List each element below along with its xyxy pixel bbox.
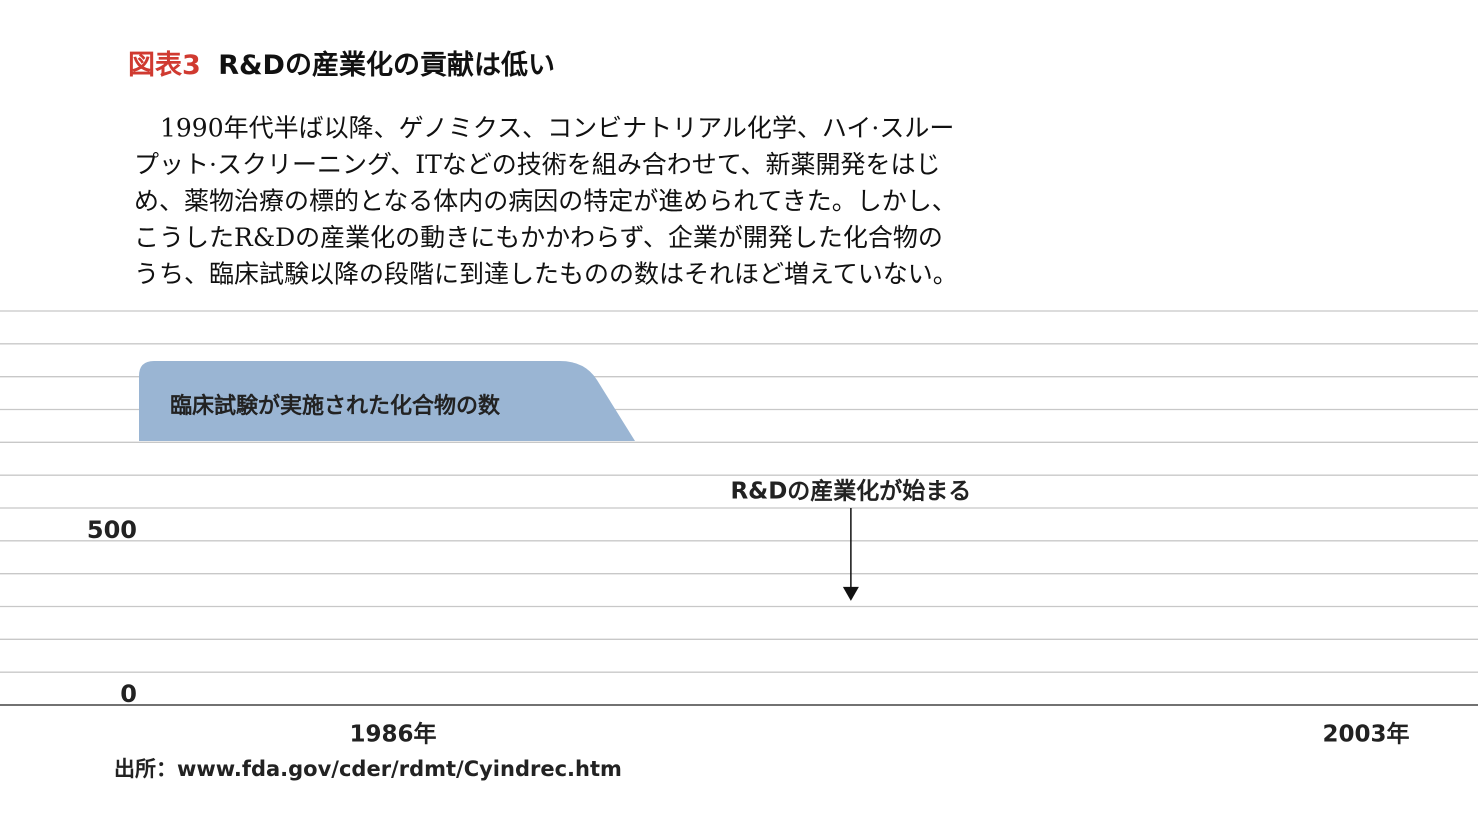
y-label-tab (139, 361, 635, 441)
description-line: プット·スクリーニング、ITなどの技術を組み合わせて、新薬開発をはじ (134, 150, 941, 179)
description-line: こうしたR&Dの産業化の動きにもかかわらず、企業が開発した化合物の (134, 223, 943, 252)
x-tick-label: 2003年 (1322, 721, 1409, 748)
description-line: うち、臨床試験以降の段階に到達したものの数はそれほど増えていない。 (134, 260, 958, 289)
description-line: 1990年代半ば以降、ゲノミクス、コンビナトリアル化学、ハイ·スルー (160, 114, 954, 143)
y-axis-label: 臨床試験が実施された化合物の数 (170, 393, 501, 419)
description: 1990年代半ば以降、ゲノミクス、コンビナトリアル化学、ハイ·スループット·スク… (134, 114, 958, 289)
chart-title-group: 図表3 R&Dの産業化の貢献は低い (128, 49, 555, 81)
plot: 0 500 1986年 2003年 R&Dの産業化が始まる (87, 478, 1410, 748)
figure-label: 図表3 (128, 50, 201, 81)
description-line: め、薬物治療の標的となる体内の病因の特定が進められてきた。しかし、 (134, 187, 957, 216)
x-tick-label: 1986年 (349, 721, 436, 748)
grid (0, 310, 1478, 706)
annotation: R&Dの産業化が始まる (730, 478, 971, 505)
source: 出所：www.fda.gov/cder/rdmt/Cyindrec.htm (114, 757, 622, 781)
y-tick-label: 0 (120, 680, 137, 708)
y-tick-label: 500 (87, 516, 137, 544)
annotation-arrowhead (842, 586, 859, 601)
chart-title: R&Dの産業化の貢献は低い (218, 49, 555, 81)
